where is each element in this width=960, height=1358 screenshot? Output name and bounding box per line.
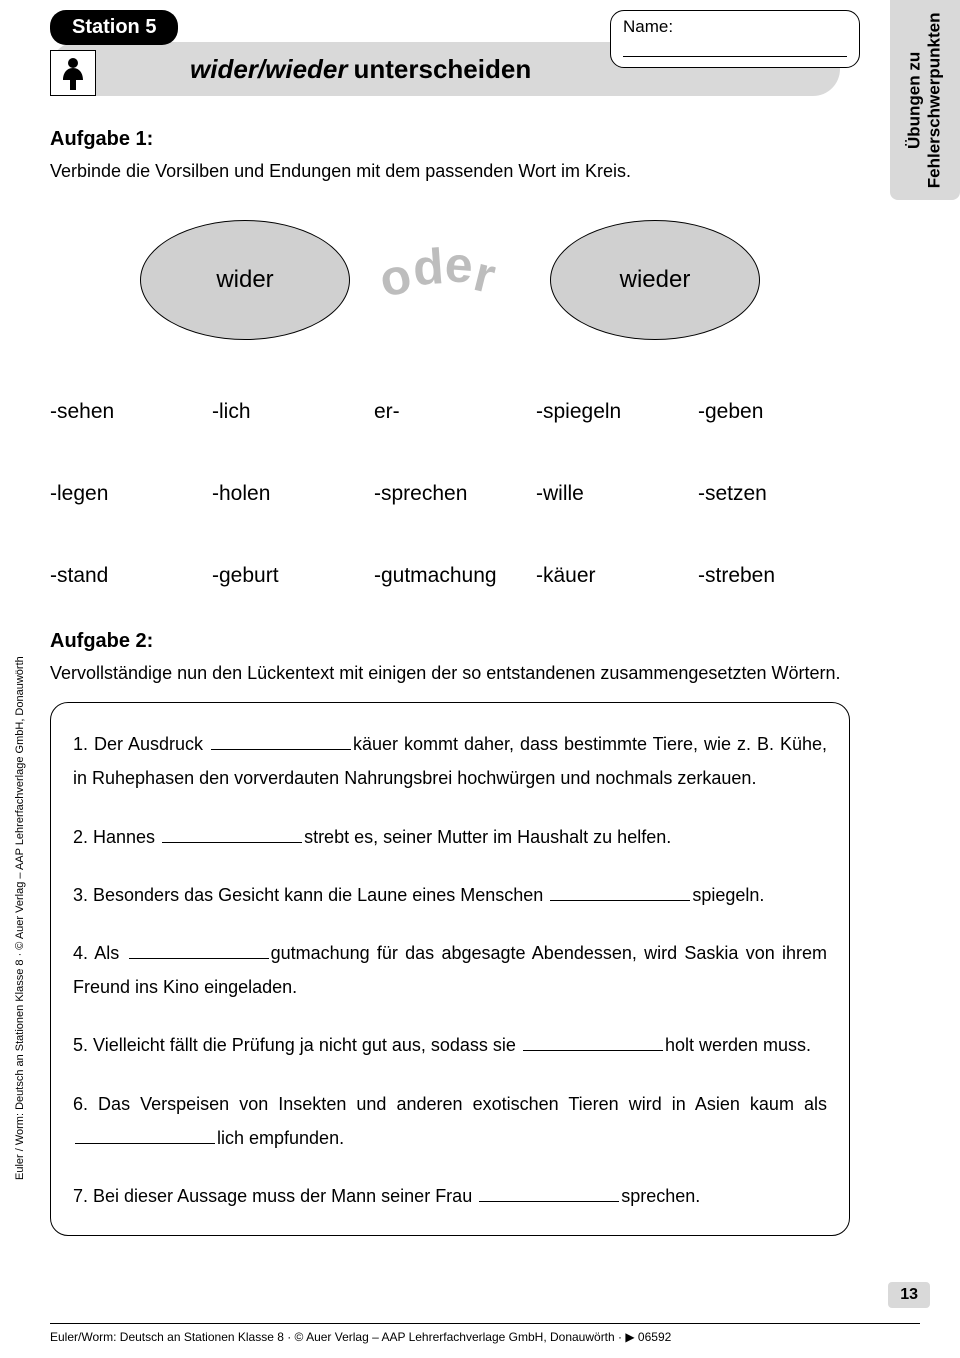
word: -stand — [50, 564, 202, 588]
station-badge: Station 5 — [50, 10, 178, 45]
word: -streben — [698, 564, 850, 588]
word: -sehen — [50, 400, 202, 424]
blank[interactable] — [550, 887, 690, 901]
blank[interactable] — [75, 1130, 215, 1144]
word: -geben — [698, 400, 850, 424]
word: -geburt — [212, 564, 364, 588]
word: -wille — [536, 482, 688, 506]
sentence-4: 4. Als gutmachung für das abgesagte Aben… — [73, 936, 827, 1004]
task1-desc: Verbinde die Vorsilben und Endungen mit … — [50, 159, 840, 184]
ellipse-wieder: wieder — [550, 220, 760, 340]
blank[interactable] — [523, 1037, 663, 1051]
page-number: 13 — [888, 1282, 930, 1308]
word-row-1: -sehen -lich er- -spiegeln -geben — [50, 400, 850, 424]
sentence-3: 3. Besonders das Gesicht kann die Laune … — [73, 878, 827, 912]
blank[interactable] — [479, 1188, 619, 1202]
blank[interactable] — [211, 736, 351, 750]
word: -sprechen — [374, 482, 526, 506]
oder-text: oder — [380, 240, 496, 298]
name-label: Name: — [623, 17, 673, 36]
task2-title: Aufgabe 2: — [50, 630, 850, 653]
word: er- — [374, 400, 526, 424]
footer-text: Euler/Worm: Deutsch an Stationen Klasse … — [50, 1323, 920, 1344]
title-rest: unterscheiden — [354, 54, 532, 85]
vertical-copyright: Euler / Worm: Deutsch an Stationen Klass… — [14, 656, 26, 1180]
ellipse-wider: wider — [140, 220, 350, 340]
title-italic: wider/wieder — [190, 54, 348, 85]
name-field[interactable]: Name: — [610, 10, 860, 68]
word: -lich — [212, 400, 364, 424]
word: -setzen — [698, 482, 850, 506]
side-tab-text: Übungen zuFehlerschwerpunkten — [905, 12, 946, 188]
word-row-2: -legen -holen -sprechen -wille -setzen — [50, 482, 850, 506]
ellipse-row: wider oder wieder — [50, 210, 840, 350]
task1: Aufgabe 1: Verbinde die Vorsilben und En… — [50, 128, 840, 184]
word: -spiegeln — [536, 400, 688, 424]
sentence-5: 5. Vielleicht fällt die Prüfung ja nicht… — [73, 1028, 827, 1062]
blank[interactable] — [129, 945, 269, 959]
sentence-6: 6. Das Verspeisen von Insekten und ander… — [73, 1087, 827, 1155]
blank[interactable] — [162, 829, 302, 843]
sentence-7: 7. Bei dieser Aussage muss der Mann sein… — [73, 1179, 827, 1213]
name-underline — [623, 56, 847, 57]
task2: Aufgabe 2: Vervollständige nun den Lücke… — [50, 630, 850, 1236]
word: -gutmachung — [374, 564, 526, 588]
word-row-3: -stand -geburt -gutmachung -käuer -streb… — [50, 564, 850, 588]
task1-title: Aufgabe 1: — [50, 128, 840, 151]
word-grid: -sehen -lich er- -spiegeln -geben -legen… — [50, 400, 850, 646]
word: -käuer — [536, 564, 688, 588]
side-tab: Übungen zuFehlerschwerpunkten — [890, 0, 960, 200]
sentence-1: 1. Der Ausdruck käuer kommt daher, dass … — [73, 727, 827, 795]
gap-text-box: 1. Der Ausdruck käuer kommt daher, dass … — [50, 702, 850, 1236]
task2-desc: Vervollständige nun den Lückentext mit e… — [50, 661, 850, 686]
person-icon — [50, 50, 96, 96]
sentence-2: 2. Hannes strebt es, seiner Mutter im Ha… — [73, 820, 827, 854]
word: -legen — [50, 482, 202, 506]
word: -holen — [212, 482, 364, 506]
